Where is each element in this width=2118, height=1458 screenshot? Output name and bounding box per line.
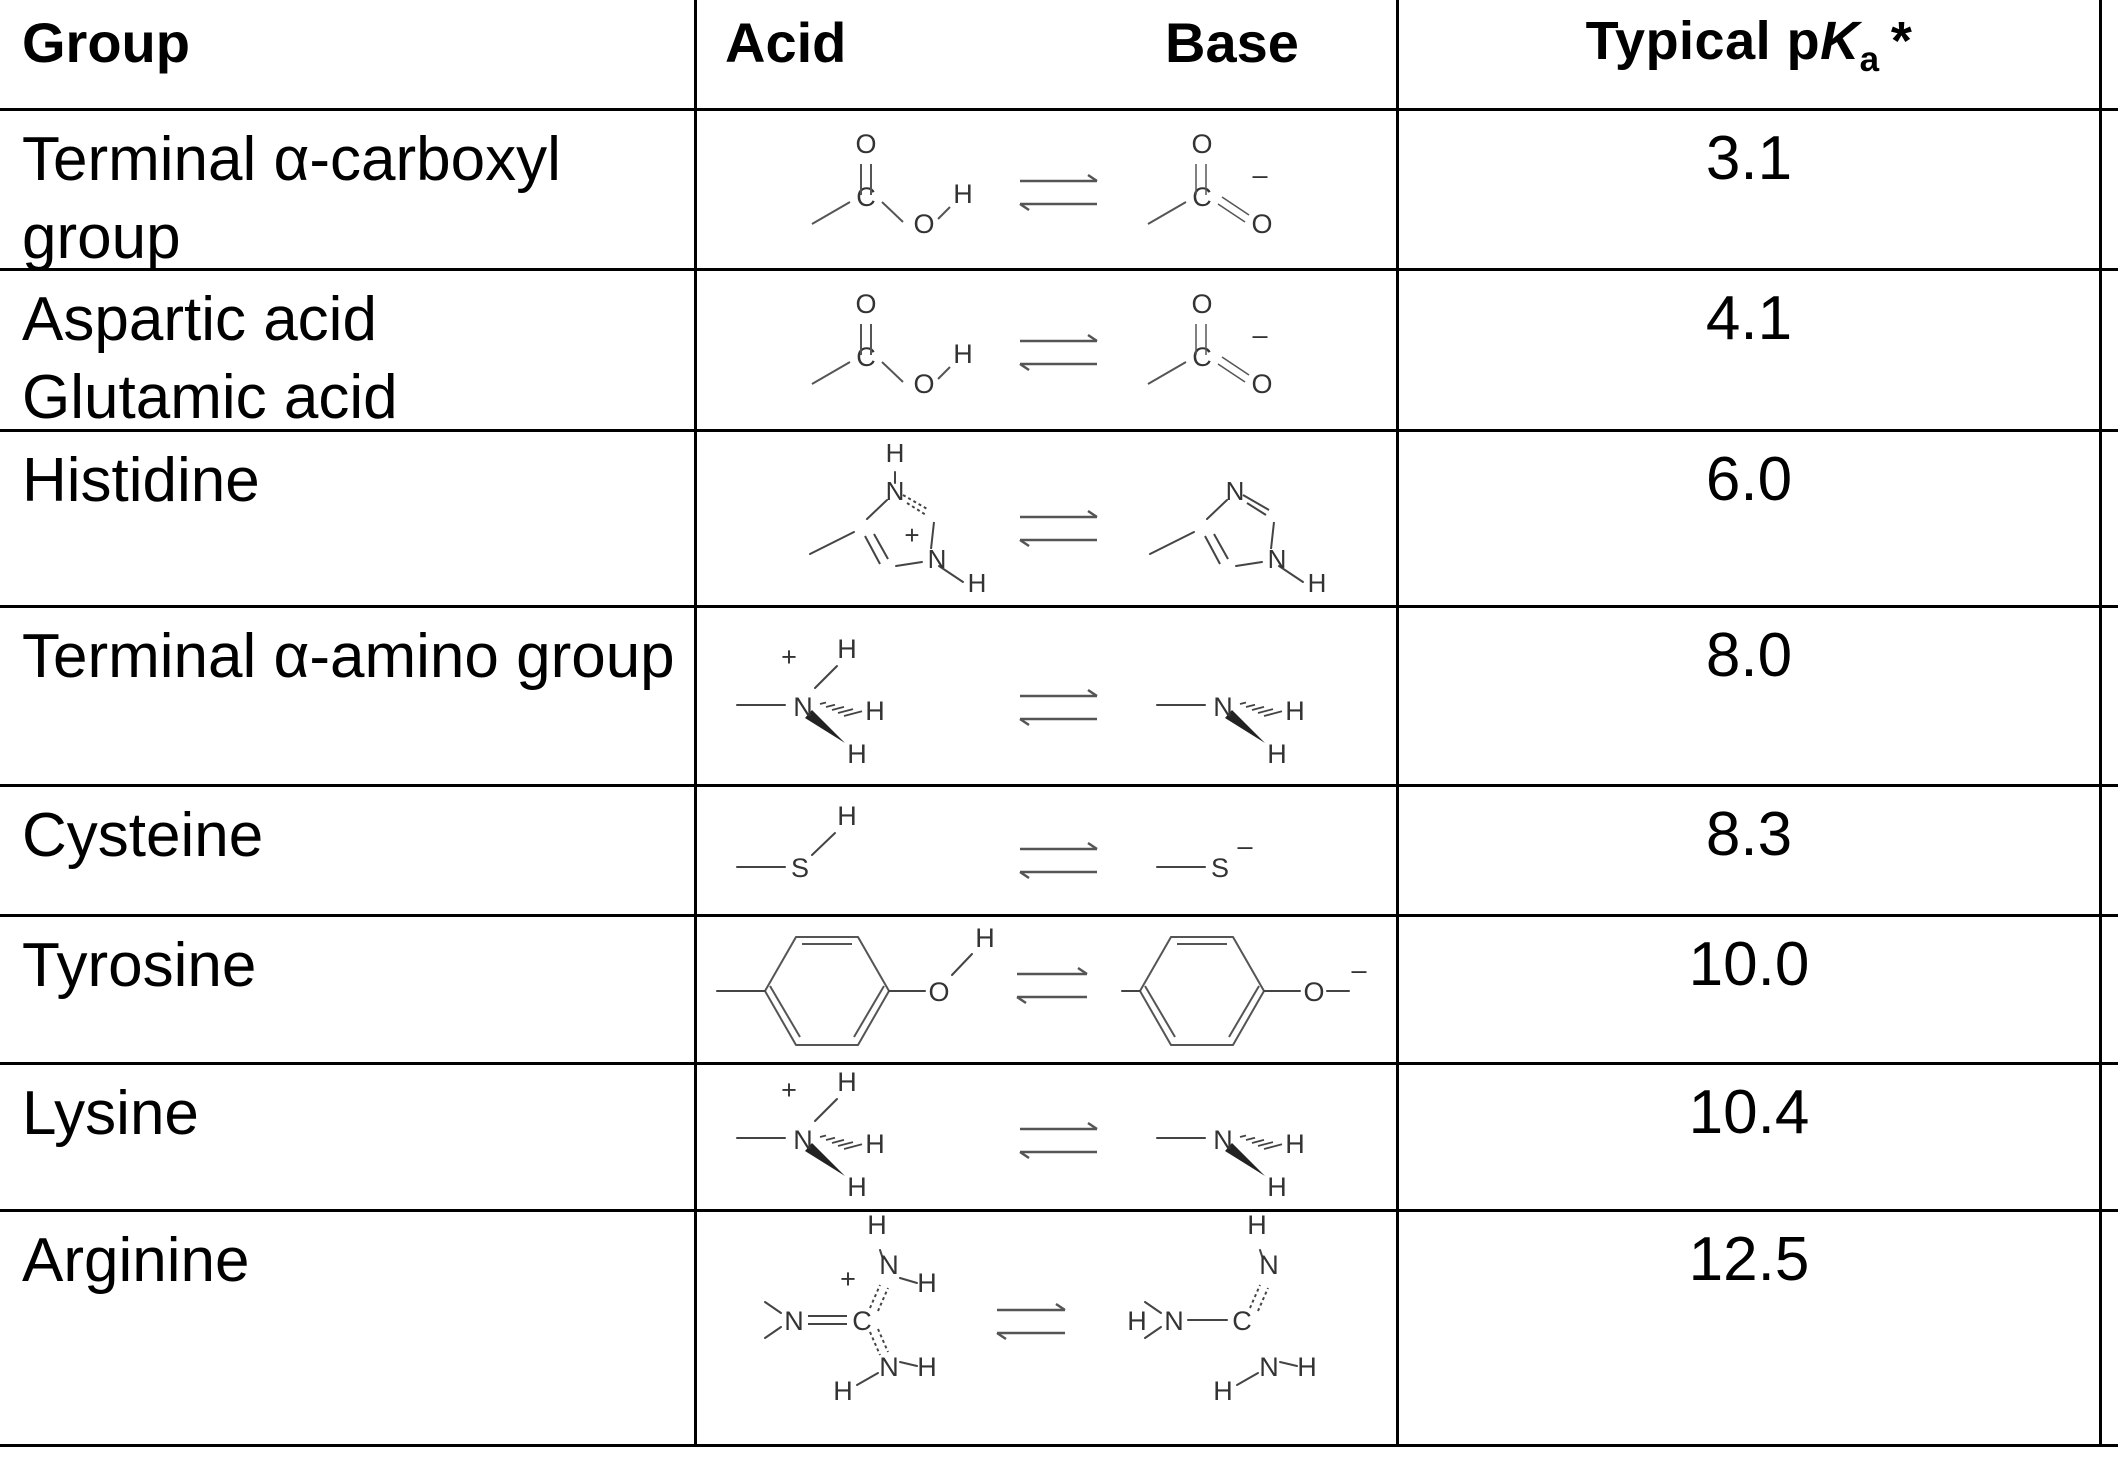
svg-text:N: N (784, 1306, 804, 1336)
svg-text:N: N (886, 476, 905, 506)
svg-text:O: O (1191, 289, 1212, 319)
svg-text:S: S (791, 853, 809, 883)
svg-text:O: O (913, 209, 934, 239)
svg-text:H: H (1308, 568, 1327, 598)
svg-text:H: H (1247, 1212, 1267, 1240)
svg-text:N: N (1213, 692, 1233, 722)
svg-text:+: + (781, 642, 797, 672)
svg-text:H: H (975, 923, 995, 953)
svg-text:–: – (1252, 320, 1267, 350)
svg-text:H: H (847, 1172, 867, 1202)
svg-text:C: C (1192, 342, 1212, 372)
svg-text:+: + (781, 1075, 797, 1105)
svg-text:N: N (1259, 1352, 1279, 1382)
svg-text:H: H (837, 634, 857, 664)
svg-text:–: – (1252, 160, 1267, 190)
svg-text:H: H (1213, 1376, 1233, 1406)
svg-text:S: S (1211, 853, 1229, 883)
svg-text:H: H (865, 696, 885, 726)
svg-text:O: O (855, 289, 876, 319)
svg-text:H: H (833, 1376, 853, 1406)
svg-text:N: N (928, 544, 947, 574)
svg-text:N: N (793, 1125, 813, 1155)
svg-text:C: C (852, 1306, 872, 1336)
svg-text:C: C (856, 182, 876, 212)
svg-text:N: N (1164, 1306, 1184, 1336)
svg-text:N: N (879, 1352, 899, 1382)
svg-text:O: O (913, 369, 934, 399)
svg-text:H: H (1285, 1129, 1305, 1159)
svg-text:H: H (1267, 739, 1287, 769)
svg-text:C: C (1192, 182, 1212, 212)
svg-text:+: + (904, 520, 919, 550)
svg-text:+: + (840, 1264, 856, 1294)
svg-text:H: H (867, 1212, 887, 1240)
svg-text:H: H (1267, 1172, 1287, 1202)
svg-text:N: N (1213, 1125, 1233, 1155)
svg-text:O: O (928, 977, 949, 1007)
svg-text:H: H (968, 568, 987, 598)
svg-text:O: O (1191, 129, 1212, 159)
svg-text:O: O (1303, 977, 1324, 1007)
svg-text:O: O (1251, 369, 1272, 399)
svg-text:H: H (1127, 1306, 1147, 1336)
svg-text:H: H (847, 739, 867, 769)
svg-text:H: H (837, 1067, 857, 1097)
svg-text:N: N (1226, 476, 1245, 506)
svg-text:N: N (1259, 1250, 1279, 1280)
svg-text:H: H (837, 801, 857, 831)
svg-text:–: – (1351, 955, 1366, 985)
svg-text:H: H (917, 1268, 937, 1298)
svg-text:H: H (917, 1352, 937, 1382)
svg-text:H: H (953, 339, 973, 369)
svg-text:N: N (793, 692, 813, 722)
svg-text:–: – (1237, 831, 1252, 861)
svg-text:O: O (1251, 209, 1272, 239)
svg-text:C: C (856, 342, 876, 372)
svg-text:C: C (1232, 1306, 1252, 1336)
svg-text:N: N (879, 1250, 899, 1280)
svg-text:H: H (865, 1129, 885, 1159)
svg-text:H: H (886, 438, 905, 468)
svg-text:N: N (1268, 544, 1287, 574)
svg-text:O: O (855, 129, 876, 159)
svg-text:H: H (1297, 1352, 1317, 1382)
svg-text:H: H (953, 179, 973, 209)
svg-text:H: H (1285, 696, 1305, 726)
